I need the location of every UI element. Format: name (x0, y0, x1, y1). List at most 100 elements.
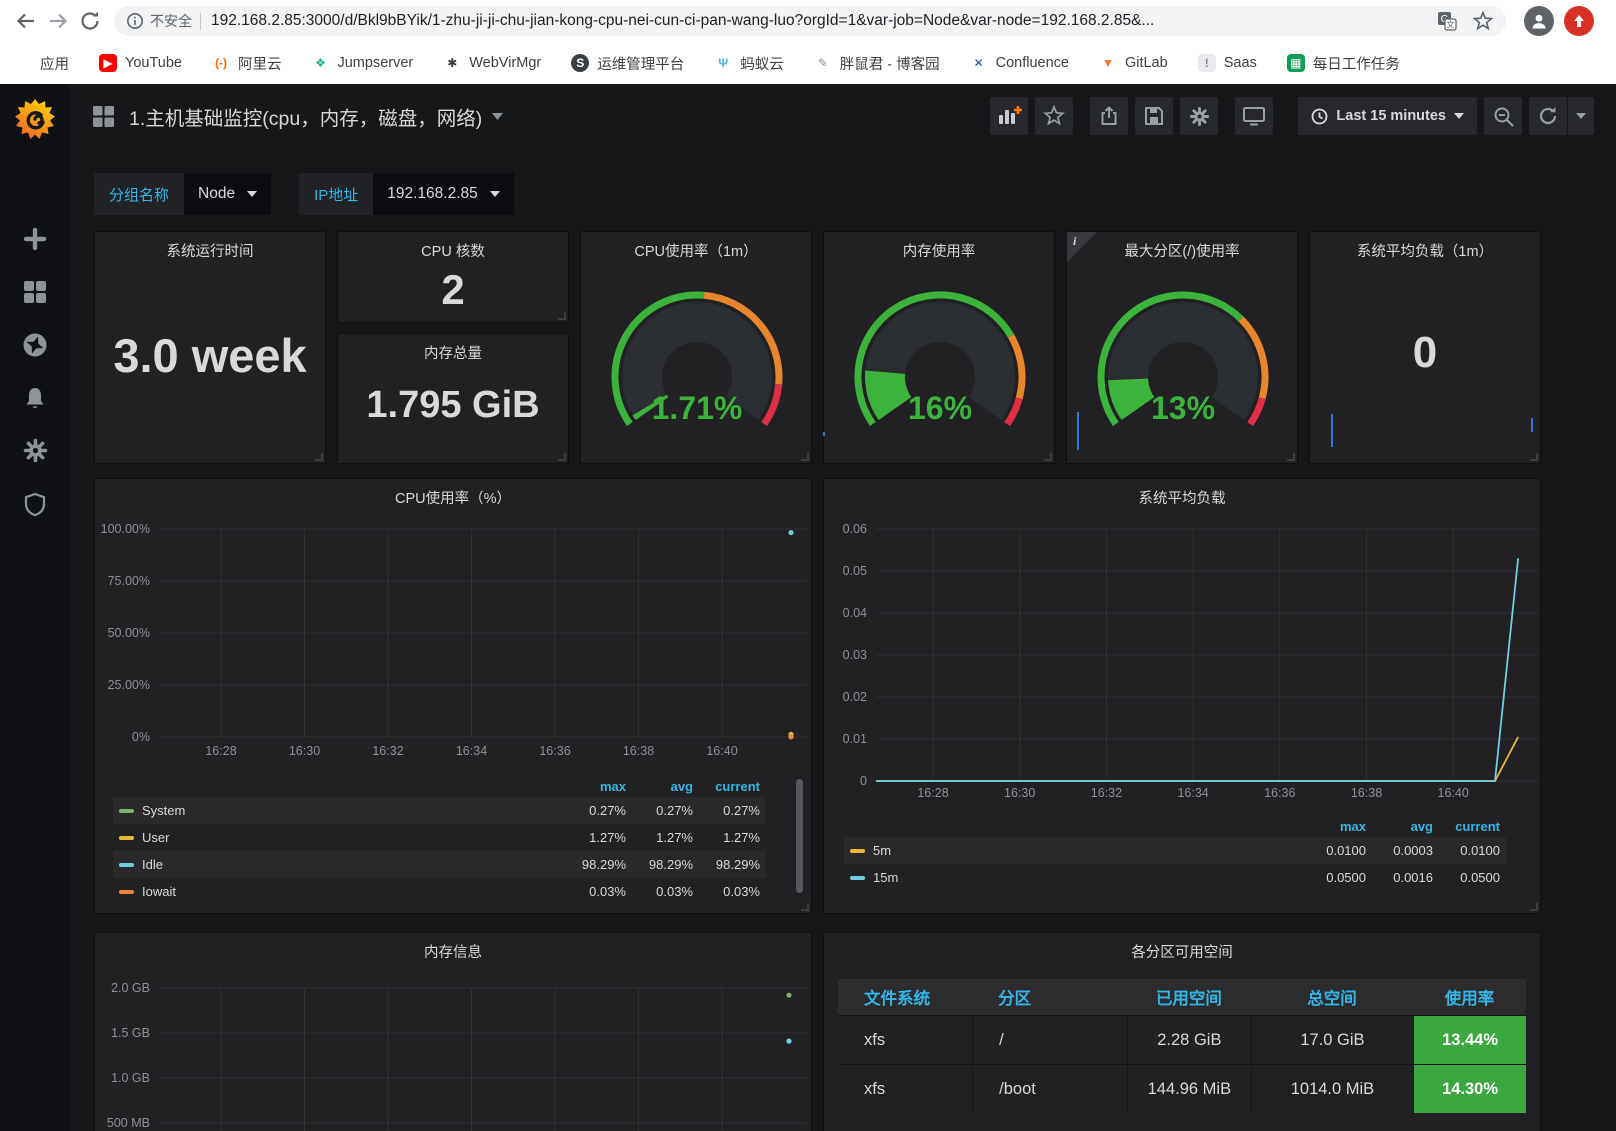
svg-text:2.0 GB: 2.0 GB (111, 981, 150, 995)
bookmark-item[interactable]: S运维管理平台 (571, 53, 684, 74)
table-header-0[interactable]: 文件系统 (838, 979, 972, 1015)
bookmark-item[interactable]: ❖Jumpserver (311, 54, 413, 72)
bookmark-label: Confluence (996, 55, 1069, 71)
memory-info-plot[interactable]: 2.0 GB1.5 GB1.0 GB500 MB (95, 933, 811, 1131)
bookmark-item[interactable]: 应用 (14, 53, 69, 74)
svg-text:16:28: 16:28 (917, 786, 948, 800)
browser-chrome: 不安全 192.168.2.85:3000/d/Bkl9bBYik/1-zhu-… (0, 0, 1616, 84)
legend-row: User1.27%1.27%1.27% (113, 824, 766, 851)
panel-title[interactable]: 系统平均负载（1m） (1310, 240, 1540, 261)
panel-title[interactable]: 最大分区(/)使用率 (1067, 240, 1297, 261)
back-icon[interactable] (10, 5, 42, 37)
bookmark-label: 蚂蚁云 (740, 53, 784, 74)
table-cell: 2.28 GiB (1127, 1016, 1251, 1064)
info-icon[interactable] (126, 12, 144, 30)
sidebar-item-configuration[interactable] (0, 424, 70, 477)
bookmark-item[interactable]: ✕Confluence (970, 54, 1069, 72)
bookmark-item[interactable]: ✎胖鼠君 - 博客园 (814, 53, 940, 74)
legend-series-5m[interactable]: 5m (850, 843, 1299, 858)
panel-title[interactable]: CPU使用率（1m） (581, 240, 811, 261)
sidebar-item-dashboards[interactable] (0, 265, 70, 318)
uptime-value: 3.0 week (95, 328, 325, 383)
spark-mark (823, 432, 825, 436)
svg-text:0.06: 0.06 (843, 522, 867, 536)
legend-series-15m[interactable]: 15m (850, 870, 1299, 885)
legend-value-current: 98.29% (693, 857, 760, 872)
profile-avatar[interactable] (1524, 6, 1554, 36)
bookmark-label: YouTube (125, 55, 182, 71)
bookmark-item[interactable]: ▼GitLab (1099, 54, 1168, 72)
panel-gauge-memory: 内存使用率 16% (823, 231, 1055, 464)
legend-value-max: 0.03% (559, 884, 626, 899)
sidebar-item-alerting[interactable] (0, 371, 70, 424)
legend-series-idle[interactable]: Idle (119, 857, 559, 872)
panel-cpu-usage-graph: CPU使用率（%） 16:2816:3016:3216:3416:3616:38… (94, 478, 812, 914)
legend-value-avg: 0.27% (626, 803, 693, 818)
table-cell: /boot (972, 1065, 1127, 1113)
extension-icon[interactable] (1564, 6, 1594, 36)
svg-text:500 MB: 500 MB (107, 1116, 150, 1130)
bookmark-item[interactable]: ▶YouTube (99, 54, 182, 72)
bookmark-item[interactable]: !Saas (1198, 54, 1257, 72)
bookmark-label: 应用 (40, 53, 69, 74)
legend-series-system[interactable]: System (119, 803, 559, 818)
legend-header: maxavgcurrent (113, 775, 766, 797)
legend-col-max[interactable]: max (1299, 819, 1366, 834)
bookmark-item[interactable]: ▦每日工作任务 (1287, 53, 1400, 74)
panel-title[interactable]: 内存总量 (338, 342, 568, 363)
legend-col-current[interactable]: current (1433, 819, 1500, 834)
svg-text:0.03: 0.03 (843, 648, 867, 662)
legend-col-avg[interactable]: avg (626, 779, 693, 794)
legend-col-avg[interactable]: avg (1366, 819, 1433, 834)
sheets-icon: ▦ (1287, 54, 1305, 72)
legend-col-max[interactable]: max (559, 779, 626, 794)
bookmark-label: 运维管理平台 (597, 53, 684, 74)
panel-title[interactable]: 系统运行时间 (95, 240, 325, 261)
svg-text:0.04: 0.04 (843, 606, 867, 620)
legend-series-user[interactable]: User (119, 830, 559, 845)
table-header-1[interactable]: 分区 (972, 979, 1127, 1015)
panel-title[interactable]: 各分区可用空间 (824, 941, 1540, 962)
table-header-3[interactable]: 总空间 (1251, 979, 1413, 1015)
legend-value-current: 0.27% (693, 803, 760, 818)
legend-col-current[interactable]: current (693, 779, 760, 794)
bookmark-item[interactable]: (-)阿里云 (212, 53, 282, 74)
svg-text:0%: 0% (132, 730, 150, 744)
grafana-logo[interactable] (12, 96, 58, 142)
svg-text:16:40: 16:40 (1438, 786, 1469, 800)
security-label[interactable]: 不安全 (150, 11, 192, 31)
svg-text:16:32: 16:32 (1091, 786, 1122, 800)
legend-value-max: 0.0100 (1299, 843, 1366, 858)
svg-text:100.00%: 100.00% (101, 522, 150, 536)
legend-value-max: 0.27% (559, 803, 626, 818)
svg-text:16:34: 16:34 (456, 744, 487, 758)
table-header-4[interactable]: 使用率 (1413, 979, 1526, 1015)
forward-icon[interactable] (42, 5, 74, 37)
table-cell: 1014.0 MiB (1251, 1065, 1413, 1113)
svg-text:50.00%: 50.00% (108, 626, 150, 640)
table-row: xfs/boot144.96 MiB1014.0 MiB14.30% (838, 1064, 1526, 1113)
sidebar-item-explore[interactable] (0, 318, 70, 371)
usage-cell: 13.44% (1413, 1016, 1526, 1064)
table-cell: 17.0 GiB (1251, 1016, 1413, 1064)
spark-mark (1331, 414, 1333, 447)
reload-icon[interactable] (74, 5, 106, 37)
panel-title[interactable]: 内存使用率 (824, 240, 1054, 261)
url-text[interactable]: 192.168.2.85:3000/d/Bkl9bBYik/1-zhu-ji-j… (211, 12, 1426, 30)
panel-mem-total: 内存总量 1.795 GiB (337, 333, 569, 464)
sidebar-item-server-admin[interactable] (0, 477, 70, 530)
bookmark-item[interactable]: Ψ蚂蚁云 (714, 53, 784, 74)
address-bar[interactable]: 不安全 192.168.2.85:3000/d/Bkl9bBYik/1-zhu-… (114, 6, 1506, 36)
legend-row: 5m0.01000.00030.0100 (844, 837, 1506, 864)
mem-total-value: 1.795 GiB (338, 384, 568, 427)
table-header-2[interactable]: 已用空间 (1127, 979, 1251, 1015)
sidebar-item-create[interactable] (0, 212, 70, 265)
legend-series-iowait[interactable]: Iowait (119, 884, 559, 899)
legend-row: 15m0.05000.00160.0500 (844, 864, 1506, 891)
panel-title[interactable]: CPU 核数 (338, 240, 568, 261)
translate-icon[interactable]: G文 (1436, 10, 1458, 32)
legend-value-avg: 1.27% (626, 830, 693, 845)
bookmark-item[interactable]: ✱WebVirMgr (443, 54, 541, 72)
legend-scrollbar[interactable] (796, 779, 803, 893)
bookmark-star-icon[interactable] (1472, 10, 1494, 32)
